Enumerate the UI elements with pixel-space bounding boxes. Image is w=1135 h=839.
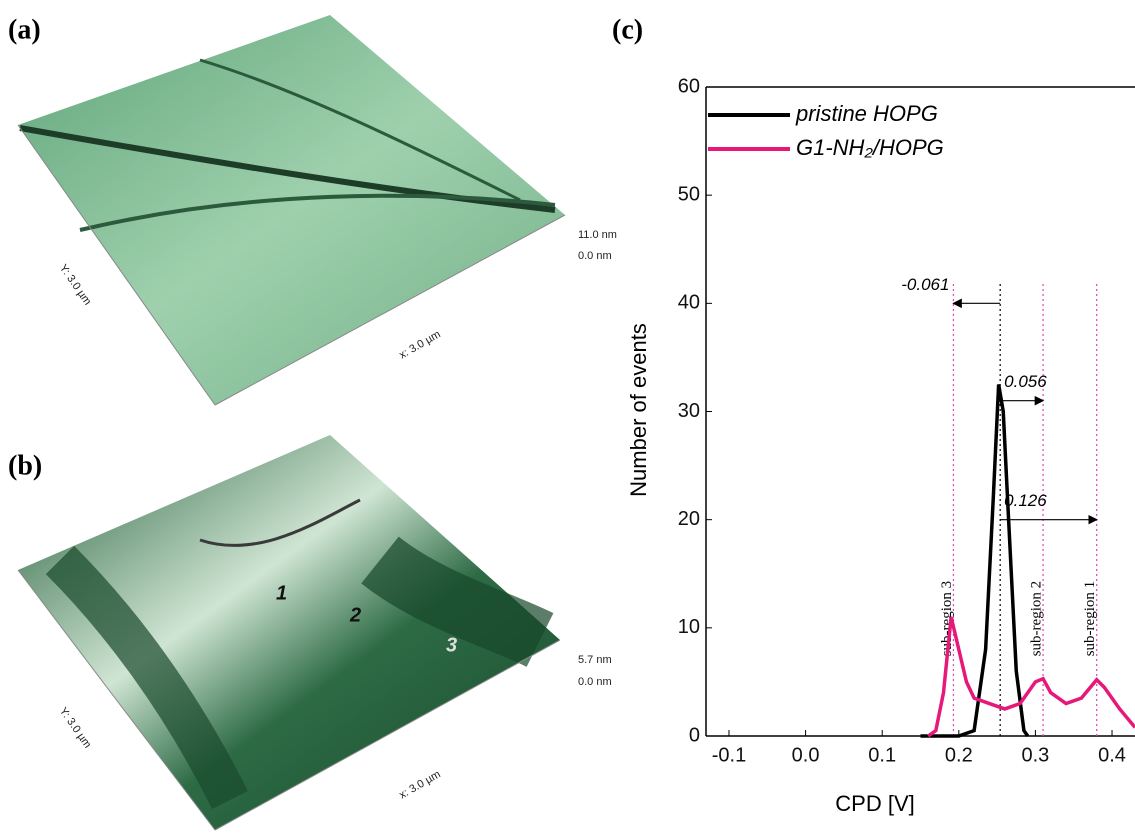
scale-max: 5.7 nm — [578, 654, 612, 666]
y-tick-label: 0 — [689, 724, 700, 746]
y-tick-label: 50 — [678, 183, 700, 205]
x-tick-label: -0.1 — [712, 744, 746, 766]
panel-label: (c) — [612, 14, 643, 45]
y-tick-label: 40 — [678, 292, 700, 314]
series-line — [927, 616, 1135, 738]
y-tick-label: 60 — [678, 75, 700, 97]
x-axis-label: x: 3.0 µm — [397, 768, 442, 801]
annotation-label: 0.056 — [1004, 372, 1047, 391]
sub-region-label: sub-region 3 — [939, 581, 955, 656]
scale-max: 11.0 nm — [578, 229, 617, 241]
annotation-label: -0.061 — [901, 275, 949, 294]
scale-min: 0.0 nm — [578, 676, 612, 688]
x-tick-label: 0.2 — [945, 744, 973, 766]
sub-region-label: sub-region 2 — [1029, 581, 1045, 656]
y-tick-label: 20 — [678, 508, 700, 530]
scale-min: 0.0 nm — [578, 250, 612, 262]
y-tick-label: 30 — [678, 400, 700, 422]
annotation-label: 0.126 — [1004, 491, 1047, 510]
legend-label: G1-NH₂/HOPG — [796, 135, 944, 160]
x-tick-label: 0.4 — [1098, 744, 1126, 766]
region-label: 2 — [349, 604, 361, 626]
afm-image-b — [17, 435, 561, 831]
region-label: 3 — [446, 634, 457, 656]
sub-region-label: sub-region 1 — [1082, 581, 1098, 656]
y-axis-title: Number of events — [626, 323, 651, 497]
region-label: 1 — [276, 582, 287, 604]
panel-label: (a) — [8, 14, 41, 45]
x-axis-title: CPD [V] — [835, 791, 914, 816]
y-tick-label: 10 — [678, 616, 700, 638]
x-tick-label: 0.1 — [868, 744, 896, 766]
x-tick-label: 0.0 — [792, 744, 820, 766]
x-tick-label: 0.3 — [1022, 744, 1050, 766]
series-line — [920, 384, 1030, 738]
afm-image-a — [17, 15, 566, 406]
x-axis-label: x: 3.0 µm — [397, 328, 442, 361]
y-axis-label: Y: 3.0 µm — [57, 705, 94, 750]
legend-label: pristine HOPG — [795, 101, 938, 126]
panel-label: (b) — [8, 450, 42, 481]
y-axis-label: Y: 3.0 µm — [57, 262, 94, 307]
